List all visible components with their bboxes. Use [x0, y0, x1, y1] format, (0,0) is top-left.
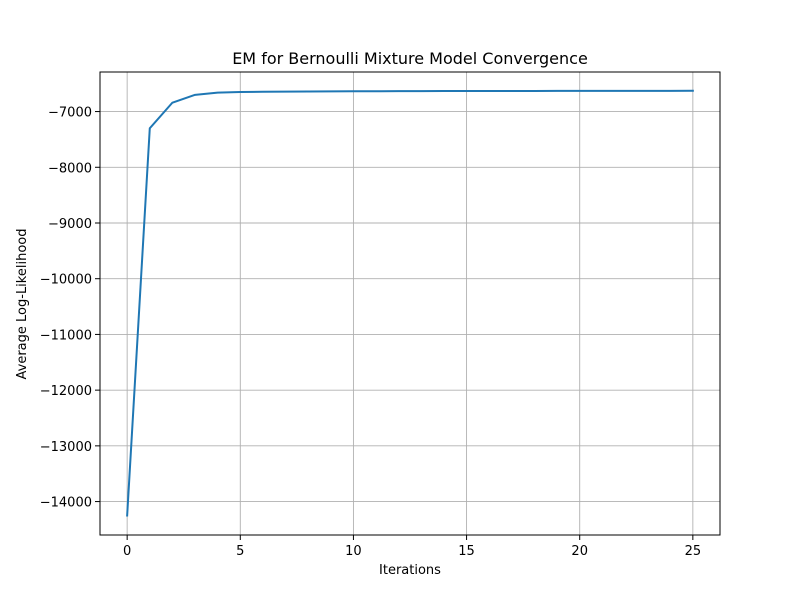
- series-line: [126, 89, 694, 517]
- x-tick-label: 5: [236, 544, 244, 559]
- x-tick-label: 0: [123, 544, 131, 559]
- y-axis-label: Average Log-Likelihood: [15, 229, 30, 380]
- chart-title: EM for Bernoulli Mixture Model Convergen…: [232, 49, 588, 68]
- y-tick-label: −7000: [48, 106, 92, 121]
- series-layer: [126, 89, 694, 517]
- y-axis-ticks: −14000 −13000 −12000 −11000 −10000 −9000 −8000…: [40, 106, 100, 511]
- y-tick-label: −12000: [40, 384, 92, 399]
- y-tick-label: −10000: [40, 273, 92, 288]
- x-tick-label: 25: [685, 544, 702, 559]
- plot-area-frame: [99, 71, 721, 536]
- grid: [100, 72, 720, 535]
- y-tick-label: −8000: [48, 161, 92, 176]
- y-tick-label: −11000: [40, 328, 92, 343]
- x-axis-ticks: 0 5 10 15 20 25: [123, 535, 701, 559]
- x-tick-label: 15: [458, 544, 475, 559]
- y-tick-label: −9000: [48, 217, 92, 232]
- x-axis-label: Iterations: [379, 563, 441, 578]
- y-tick-label: −14000: [40, 496, 92, 511]
- x-tick-label: 10: [345, 544, 362, 559]
- x-tick-label: 20: [571, 544, 588, 559]
- y-tick-label: −13000: [40, 440, 92, 455]
